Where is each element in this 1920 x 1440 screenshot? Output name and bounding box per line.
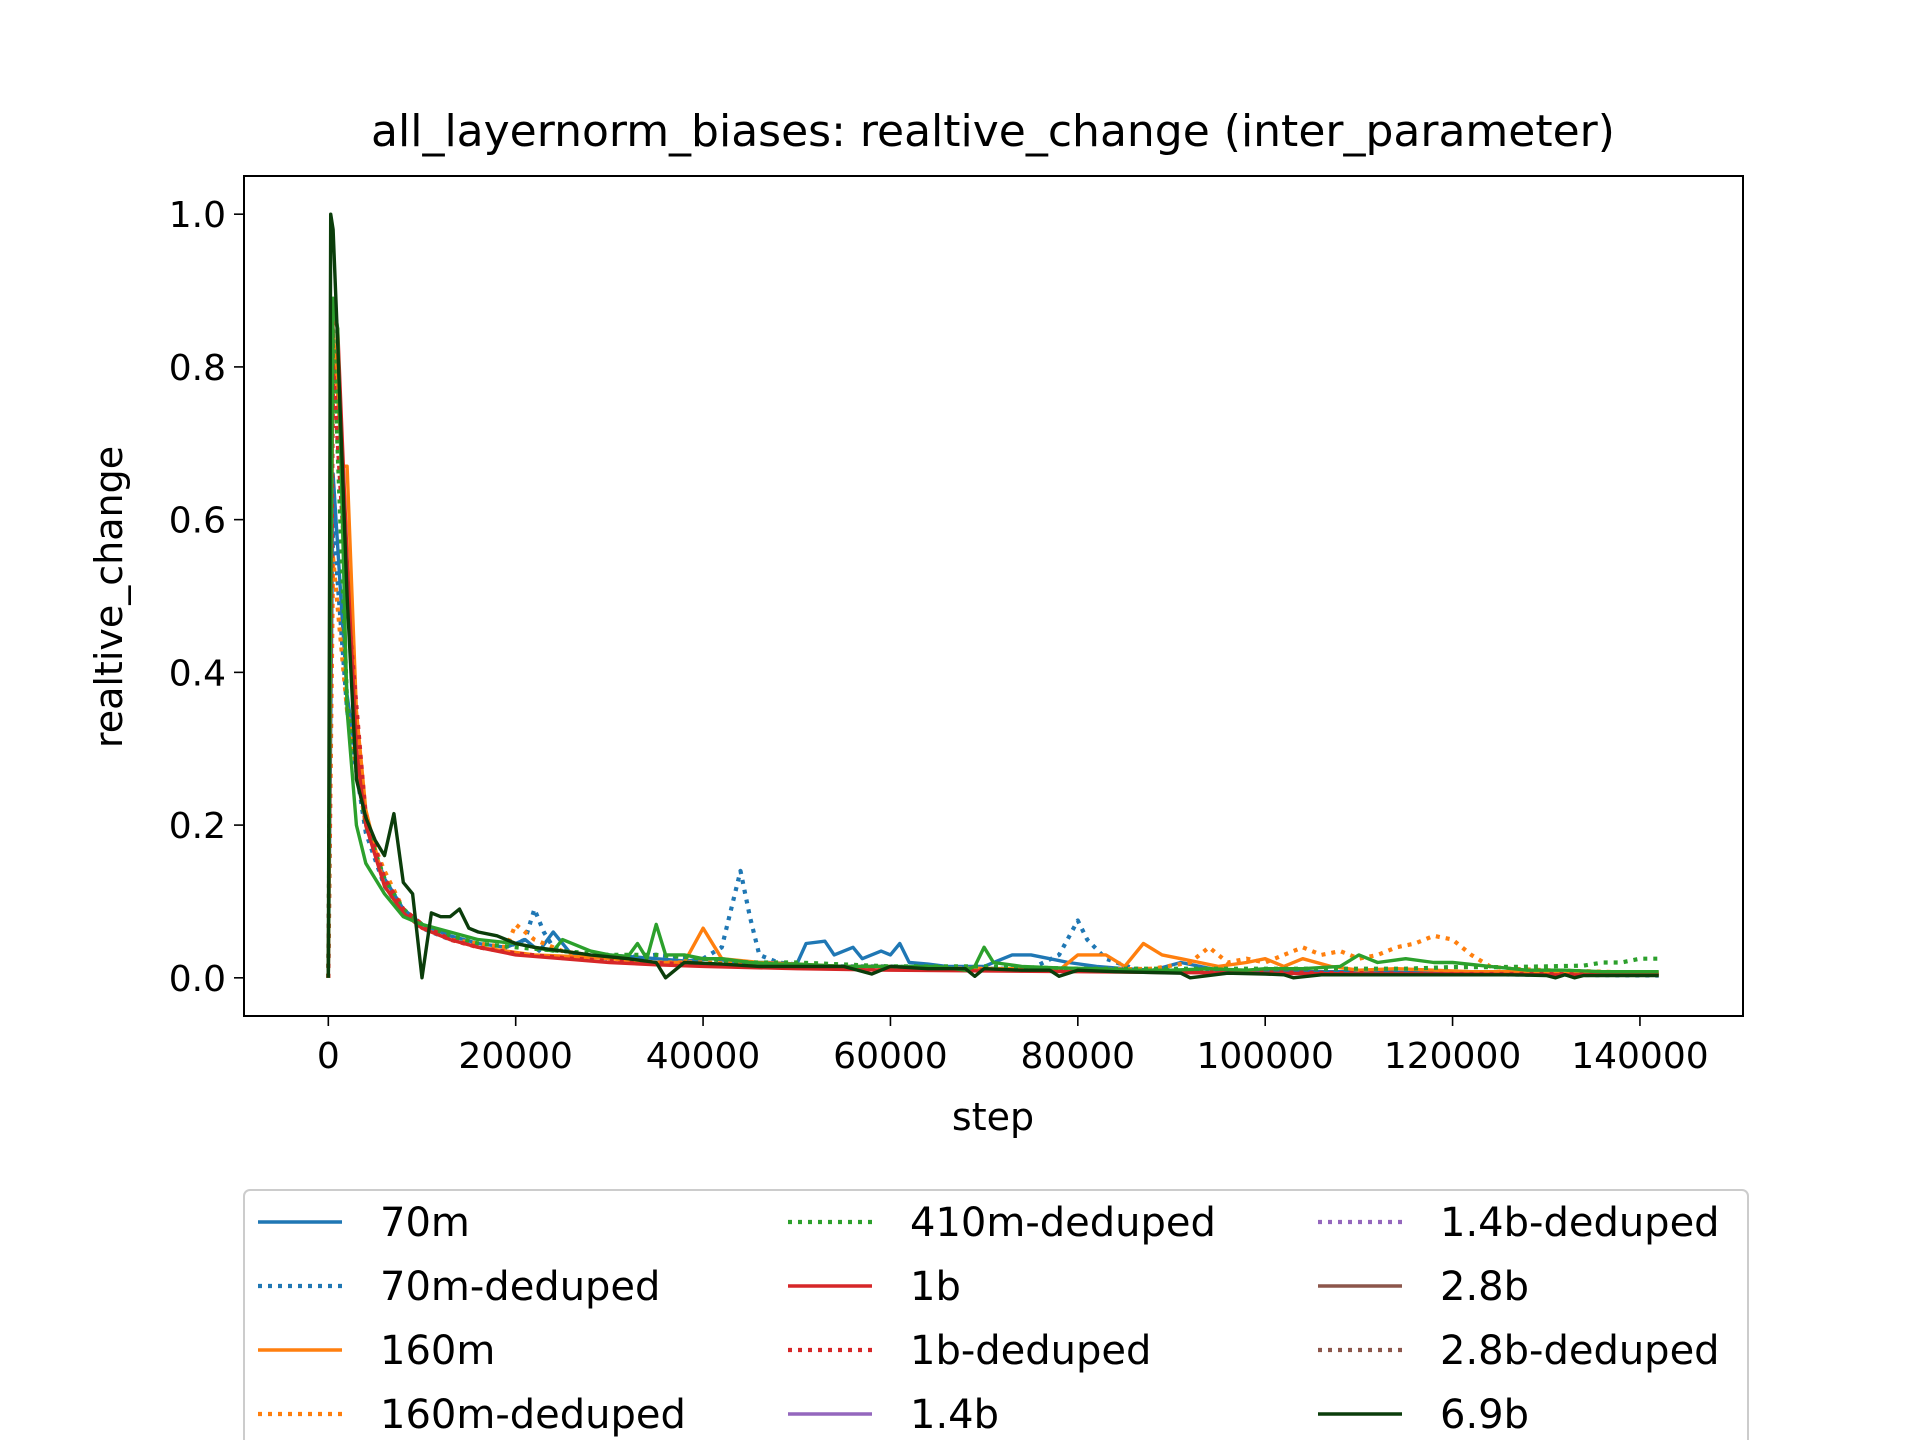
legend-label: 1.4b-deduped (1440, 1200, 1720, 1246)
y-tick-label: 0.8 (169, 348, 226, 389)
chart-title: all_layernorm_biases: realtive_change (i… (371, 106, 1615, 157)
y-tick-label: 0.6 (169, 501, 226, 542)
y-tick-label: 1.0 (169, 195, 226, 236)
series-line-410m-green-solid (326, 296, 1659, 978)
legend-label: 70m (380, 1200, 470, 1246)
series-line-6-9b (326, 212, 1659, 980)
x-tick-label: 20000 (458, 1036, 573, 1077)
series-lines (326, 212, 1659, 980)
x-tick-label: 40000 (646, 1036, 761, 1077)
legend-label: 410m-deduped (910, 1200, 1216, 1246)
legend-label: 70m-deduped (380, 1264, 660, 1310)
x-tick-label: 100000 (1196, 1036, 1333, 1077)
legend-label: 160m-deduped (380, 1392, 686, 1438)
legend-label: 1b-deduped (910, 1328, 1151, 1374)
plot-frame (243, 175, 1744, 1017)
legend-label: 2.8b-deduped (1440, 1328, 1720, 1374)
plot-area: 0 20000 40000 60000 80000 100000 120000 140000 0… (169, 175, 1744, 1077)
x-tick-label: 80000 (1021, 1036, 1136, 1077)
x-tick-label: 0 (317, 1036, 340, 1077)
y-tick-label: 0.2 (169, 806, 226, 847)
y-axis-label: realtive_change (87, 446, 131, 748)
legend-box (243, 1189, 1749, 1440)
y-tick-label: 0.4 (169, 653, 226, 694)
x-axis-label: step (952, 1095, 1034, 1139)
x-tick-label: 140000 (1571, 1036, 1708, 1077)
legend-label: 1b (910, 1264, 961, 1310)
legend-label: 6.9b (1440, 1392, 1529, 1438)
legend-label: 1.4b (910, 1392, 999, 1438)
legend: 70m 70m-deduped 160m 160m-deduped 410m-dedup… (243, 1189, 1749, 1440)
x-tick-label: 60000 (833, 1036, 948, 1077)
legend-label: 160m (380, 1328, 495, 1374)
legend-label: 2.8b (1440, 1264, 1529, 1310)
x-tick-label: 120000 (1384, 1036, 1521, 1077)
y-tick-label: 0.0 (169, 959, 226, 1000)
